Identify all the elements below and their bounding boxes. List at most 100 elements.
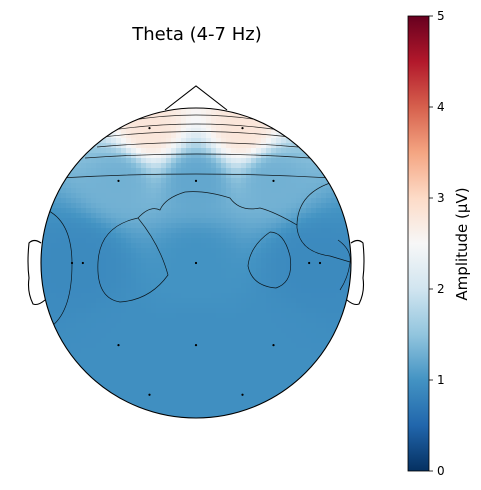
heat-cell [191,348,197,354]
heat-cell [296,158,302,164]
heat-cell [236,343,242,349]
heat-cell [236,118,242,124]
heat-cell [61,283,67,289]
heat-cell [211,358,217,364]
heat-cell [201,113,207,119]
heat-cell [106,278,112,284]
heat-cell [156,303,162,309]
heat-cell [171,108,177,114]
heat-cell [136,408,142,414]
heat-cell [121,163,127,169]
heat-cell [151,393,157,399]
heat-cell [216,283,222,289]
heat-cell [211,108,217,114]
heat-cell [281,203,287,209]
heat-cell [81,293,87,299]
heat-cell [296,348,302,354]
heat-cell [311,268,317,274]
heat-cell [281,158,287,164]
heat-cell [236,313,242,319]
heat-cell [256,333,262,339]
heat-cell [81,248,87,254]
heat-cell [101,243,107,249]
heat-cell [41,238,47,244]
heat-cell [266,183,272,189]
heat-cell [301,283,307,289]
heat-cell [196,378,202,384]
heat-cell [216,278,222,284]
heat-cell [156,138,162,144]
heat-cell [131,163,137,169]
heat-cell [121,388,127,394]
heat-cell [251,138,257,144]
heat-cell [41,243,47,249]
heat-cell [66,358,72,364]
heat-cell [236,403,242,409]
heat-cell [66,303,72,309]
heat-cell [206,348,212,354]
heat-cell [306,258,312,264]
heat-cell [181,183,187,189]
heat-cell [141,333,147,339]
heat-cell [291,263,297,269]
heat-cell [41,258,47,264]
heat-cell [236,288,242,294]
heat-cell [216,298,222,304]
heat-cell [171,403,177,409]
heat-cell [151,208,157,214]
heat-cell [256,288,262,294]
heat-cell [306,373,312,379]
heat-cell [161,358,167,364]
heat-cell [206,253,212,259]
heat-cell [111,163,117,169]
heat-cell [266,288,272,294]
heat-cell [81,328,87,334]
heat-cell [76,193,82,199]
heat-cell [161,183,167,189]
heat-cell [106,283,112,289]
heat-cell [231,118,237,124]
heat-cell [186,193,192,199]
heat-cell [316,168,322,174]
heat-cell [236,338,242,344]
heat-cell [141,143,147,149]
heat-cell [196,258,202,264]
heat-cell [181,318,187,324]
heat-cell [131,138,137,144]
heat-cell [271,148,277,154]
heat-cell [91,303,97,309]
heat-cell [71,263,77,269]
heat-cell [196,203,202,209]
heat-cell [91,228,97,234]
heat-cell [171,193,177,199]
heat-cell [186,203,192,209]
heat-cell [271,393,277,399]
heat-cell [206,128,212,134]
heat-cell [136,363,142,369]
heat-cell [141,198,147,204]
heat-cell [106,208,112,214]
heat-cell [106,323,112,329]
heat-cell [256,133,262,139]
heat-cell [191,288,197,294]
heat-cell [181,333,187,339]
heat-cell [121,173,127,179]
heat-cell [226,138,232,144]
heat-cell [206,258,212,264]
heat-cell [261,238,267,244]
heat-cell [241,348,247,354]
heat-cell [261,278,267,284]
heat-cell [46,233,52,239]
heat-cell [231,368,237,374]
heat-cell [216,323,222,329]
heat-cell [166,373,172,379]
heat-cell [211,178,217,184]
heat-cell [276,383,282,389]
heat-cell [326,233,332,239]
heat-cell [186,248,192,254]
heat-cell [176,153,182,159]
heat-cell [311,183,317,189]
heat-cell [336,318,342,324]
heat-cell [211,118,217,124]
heat-cell [286,163,292,169]
